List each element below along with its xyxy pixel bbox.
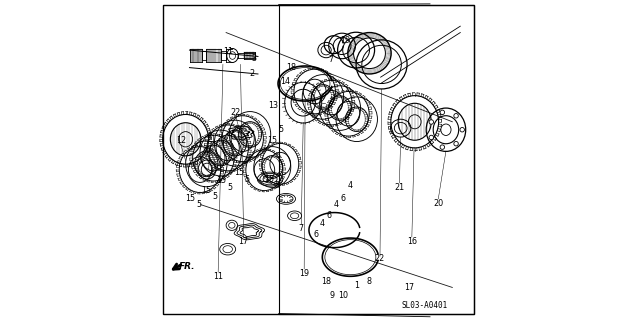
Text: 18: 18 bbox=[287, 63, 296, 72]
Text: 15: 15 bbox=[264, 175, 274, 184]
Text: 7: 7 bbox=[329, 55, 334, 64]
Text: 2: 2 bbox=[250, 69, 255, 78]
Text: FR.: FR. bbox=[179, 262, 196, 271]
Circle shape bbox=[440, 145, 445, 149]
Text: 8: 8 bbox=[366, 276, 371, 285]
Circle shape bbox=[429, 135, 434, 140]
Circle shape bbox=[460, 127, 464, 132]
Text: 5: 5 bbox=[278, 125, 284, 134]
Text: 14: 14 bbox=[280, 77, 290, 86]
Text: 4: 4 bbox=[334, 200, 339, 209]
Text: 6: 6 bbox=[313, 230, 318, 239]
Text: 15: 15 bbox=[185, 194, 196, 203]
Text: 4: 4 bbox=[347, 181, 352, 190]
Text: 21: 21 bbox=[206, 135, 216, 144]
Text: 9: 9 bbox=[329, 291, 335, 300]
Text: 5: 5 bbox=[196, 200, 201, 209]
Text: 15: 15 bbox=[234, 168, 244, 177]
Text: 4: 4 bbox=[319, 219, 324, 228]
Text: 15: 15 bbox=[268, 136, 277, 145]
Text: 22: 22 bbox=[375, 254, 385, 263]
Text: 7: 7 bbox=[299, 224, 304, 233]
Text: 17: 17 bbox=[239, 237, 248, 246]
Text: 17: 17 bbox=[404, 283, 414, 292]
Text: 10: 10 bbox=[338, 291, 348, 300]
Text: 13: 13 bbox=[268, 101, 278, 110]
Text: SL03-A0401: SL03-A0401 bbox=[401, 301, 448, 310]
Circle shape bbox=[454, 114, 458, 118]
Circle shape bbox=[440, 110, 445, 115]
Text: 3: 3 bbox=[251, 53, 256, 62]
Text: 16: 16 bbox=[407, 237, 417, 246]
Text: 15: 15 bbox=[217, 176, 227, 185]
Text: 21: 21 bbox=[394, 183, 404, 192]
Circle shape bbox=[429, 120, 434, 124]
Text: 18: 18 bbox=[321, 276, 331, 285]
Text: 12: 12 bbox=[176, 136, 186, 145]
Text: 5: 5 bbox=[212, 192, 217, 201]
Text: 5: 5 bbox=[227, 183, 233, 192]
Text: 6: 6 bbox=[327, 211, 331, 220]
Text: 6: 6 bbox=[341, 194, 346, 203]
Text: 1: 1 bbox=[354, 281, 359, 290]
Text: 5: 5 bbox=[274, 181, 279, 190]
Text: 11: 11 bbox=[223, 47, 233, 56]
Text: 19: 19 bbox=[299, 268, 309, 278]
Text: 22: 22 bbox=[231, 108, 241, 117]
Text: 5: 5 bbox=[244, 175, 249, 184]
Text: 20: 20 bbox=[433, 198, 443, 207]
Text: 11: 11 bbox=[213, 272, 223, 281]
Text: 19: 19 bbox=[341, 36, 350, 45]
Text: 15: 15 bbox=[201, 186, 211, 195]
Circle shape bbox=[454, 141, 458, 146]
